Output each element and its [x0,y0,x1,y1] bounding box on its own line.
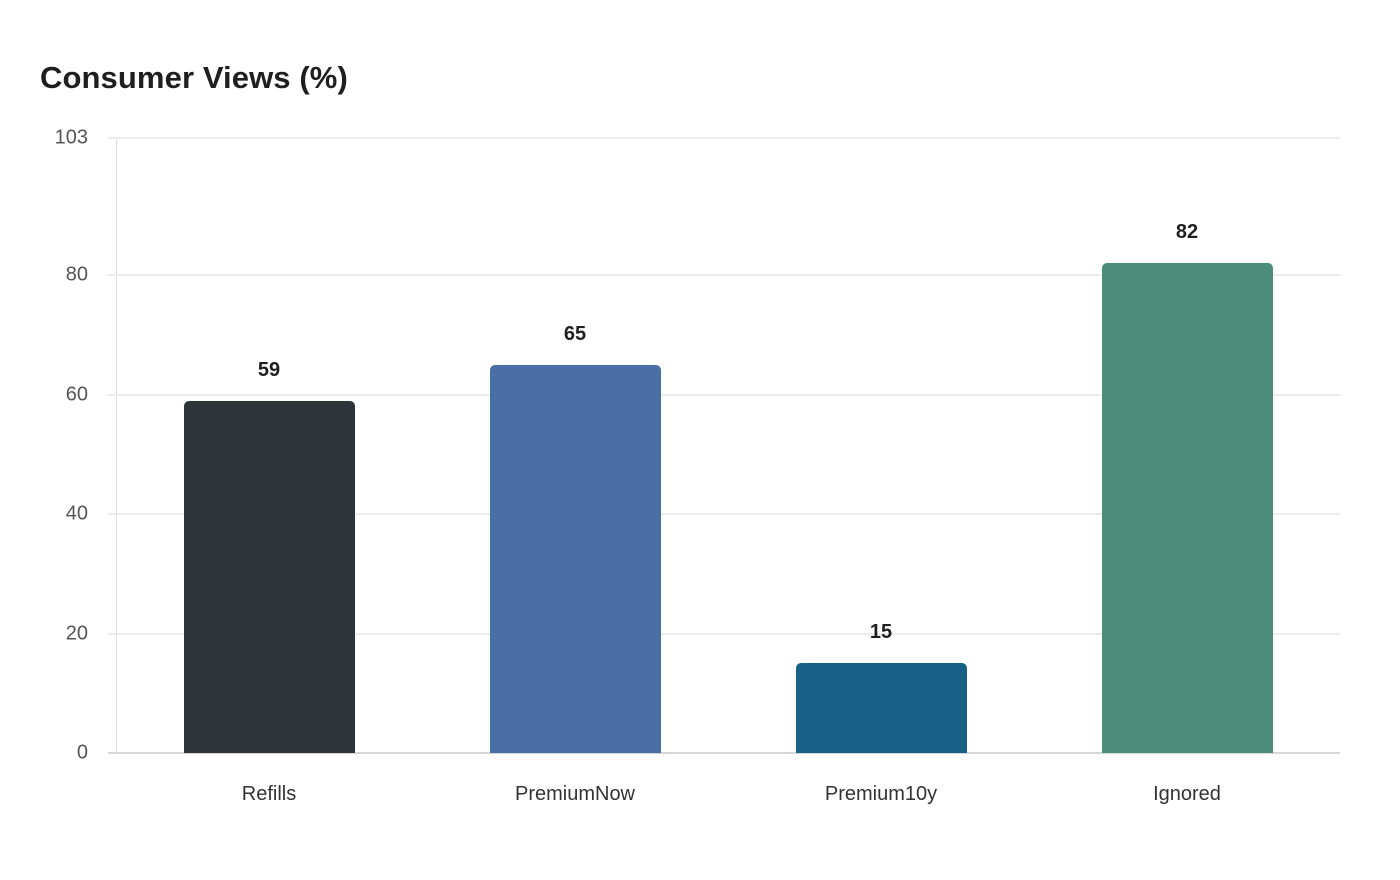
y-tick-label: 20 [65,622,88,645]
bar-value-label: 59 [257,358,281,381]
y-tick-label: 0 [76,741,88,764]
gridline [108,274,1340,277]
gridline [108,393,1340,396]
y-tick-label: 60 [65,383,88,406]
y-tick-label: 40 [65,502,88,525]
bar-refills[interactable] [183,400,355,753]
chart-title: Consumer Views (%) [40,60,348,95]
y-tick-label: 80 [65,263,88,286]
x-tick-label: PremiumNow [514,783,636,805]
bar-value-label: 15 [869,621,893,644]
gridline [108,513,1340,516]
bar-premium10y[interactable] [795,663,967,753]
bar-value-label: 65 [563,322,587,345]
bar-value-label: 82 [1175,221,1199,244]
plot-area: 59 65 15 82 [108,137,1340,754]
x-tick-label: Ignored [1153,783,1221,805]
gridline [108,752,1340,754]
y-axis-line [116,138,117,753]
bar-premiumnow[interactable] [489,364,661,753]
y-tick-label: 103 [54,126,88,149]
x-tick-label: Refills [241,783,297,805]
x-tick-label: Premium10y [824,783,938,805]
bar-ignored[interactable] [1101,263,1273,753]
gridline [108,632,1340,635]
gridline [108,137,1340,139]
